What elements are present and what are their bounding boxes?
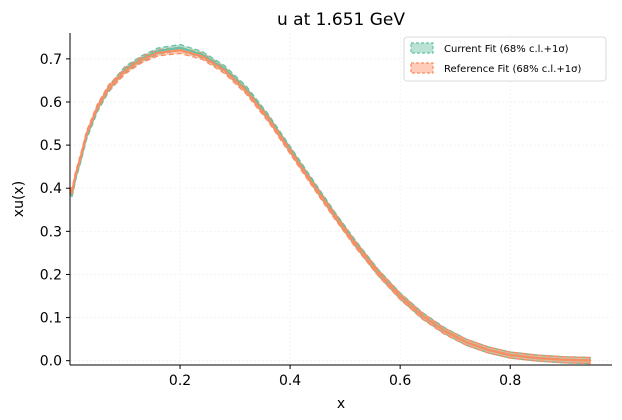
y-tick-label-5: 0.5 bbox=[40, 138, 62, 154]
y-tick-label-0: 0.0 bbox=[40, 354, 62, 370]
point-series-1-4 bbox=[79, 154, 83, 157]
line-series-1 bbox=[69, 49, 591, 362]
point-series-1-20 bbox=[377, 271, 380, 274]
x-tick-label-1: 0.4 bbox=[279, 373, 301, 389]
point-series-1-2 bbox=[72, 185, 75, 188]
legend-label-0: Current Fit (68% c.l.+1σ) bbox=[444, 44, 569, 55]
point-series-1-16 bbox=[289, 149, 292, 152]
point-series-1-22 bbox=[421, 314, 424, 317]
series-lines bbox=[69, 46, 592, 362]
point-series-1-15 bbox=[267, 117, 270, 120]
point-series-1-14 bbox=[245, 89, 248, 92]
chart-title: u at 1.651 GeV bbox=[277, 10, 405, 30]
point-series-1-10 bbox=[156, 51, 160, 54]
point-series-1-3 bbox=[74, 174, 77, 177]
legend-swatch-0 bbox=[410, 42, 434, 54]
y-ticks: 0.0 0.1 0.2 0.3 0.4 0.5 0.6 0.7 bbox=[40, 52, 70, 370]
legend-frame bbox=[403, 36, 607, 82]
point-series-1-24 bbox=[465, 341, 468, 344]
point-series-0-11 bbox=[179, 46, 182, 49]
x-ticks: 0.2 0.4 0.6 0.8 bbox=[169, 365, 521, 389]
point-series-1-13 bbox=[223, 69, 226, 72]
legend-swatch-1 bbox=[410, 62, 434, 74]
point-series-1-7 bbox=[107, 87, 110, 90]
y-tick-label-7: 0.7 bbox=[40, 52, 62, 68]
point-series-1-5 bbox=[85, 133, 88, 136]
x-tick-label-0: 0.2 bbox=[169, 373, 191, 389]
point-series-1-29 bbox=[588, 359, 592, 362]
grid bbox=[70, 33, 612, 365]
legend-label-1: Reference Fit (68% c.l.+1σ) bbox=[444, 64, 581, 75]
y-tick-label-2: 0.2 bbox=[40, 267, 62, 283]
y-tick-label-3: 0.3 bbox=[40, 224, 62, 240]
point-series-1-21 bbox=[399, 295, 402, 298]
point-series-1-18 bbox=[333, 213, 336, 217]
point-series-1-28 bbox=[564, 358, 567, 361]
band-series-1 bbox=[69, 46, 591, 365]
point-series-1-1 bbox=[70, 191, 73, 194]
line-series-0 bbox=[69, 46, 591, 362]
y-axis-label: xu(x) bbox=[11, 181, 27, 217]
x-axis-label: x bbox=[337, 396, 345, 412]
bands bbox=[69, 43, 591, 365]
point-series-1-26 bbox=[509, 354, 512, 357]
y-tick-label-1: 0.1 bbox=[40, 311, 62, 327]
point-series-1-25 bbox=[487, 348, 490, 351]
legend: Current Fit (68% c.l.+1σ) Reference Fit (… bbox=[403, 36, 607, 82]
band-series-0 bbox=[69, 43, 591, 365]
y-tick-label-6: 0.6 bbox=[40, 95, 62, 111]
point-series-1-6 bbox=[96, 106, 99, 109]
point-series-1-12 bbox=[201, 55, 204, 58]
point-series-1-19 bbox=[355, 244, 358, 247]
point-series-1-9 bbox=[140, 58, 143, 61]
x-tick-label-2: 0.6 bbox=[389, 373, 411, 389]
point-series-1-8 bbox=[123, 69, 127, 72]
point-series-1-11 bbox=[179, 49, 182, 52]
y-tick-label-4: 0.4 bbox=[40, 181, 62, 197]
point-series-1-27 bbox=[536, 357, 539, 360]
point-series-1-23 bbox=[443, 329, 446, 332]
x-tick-label-3: 0.8 bbox=[499, 373, 521, 389]
point-series-1-17 bbox=[311, 181, 314, 185]
